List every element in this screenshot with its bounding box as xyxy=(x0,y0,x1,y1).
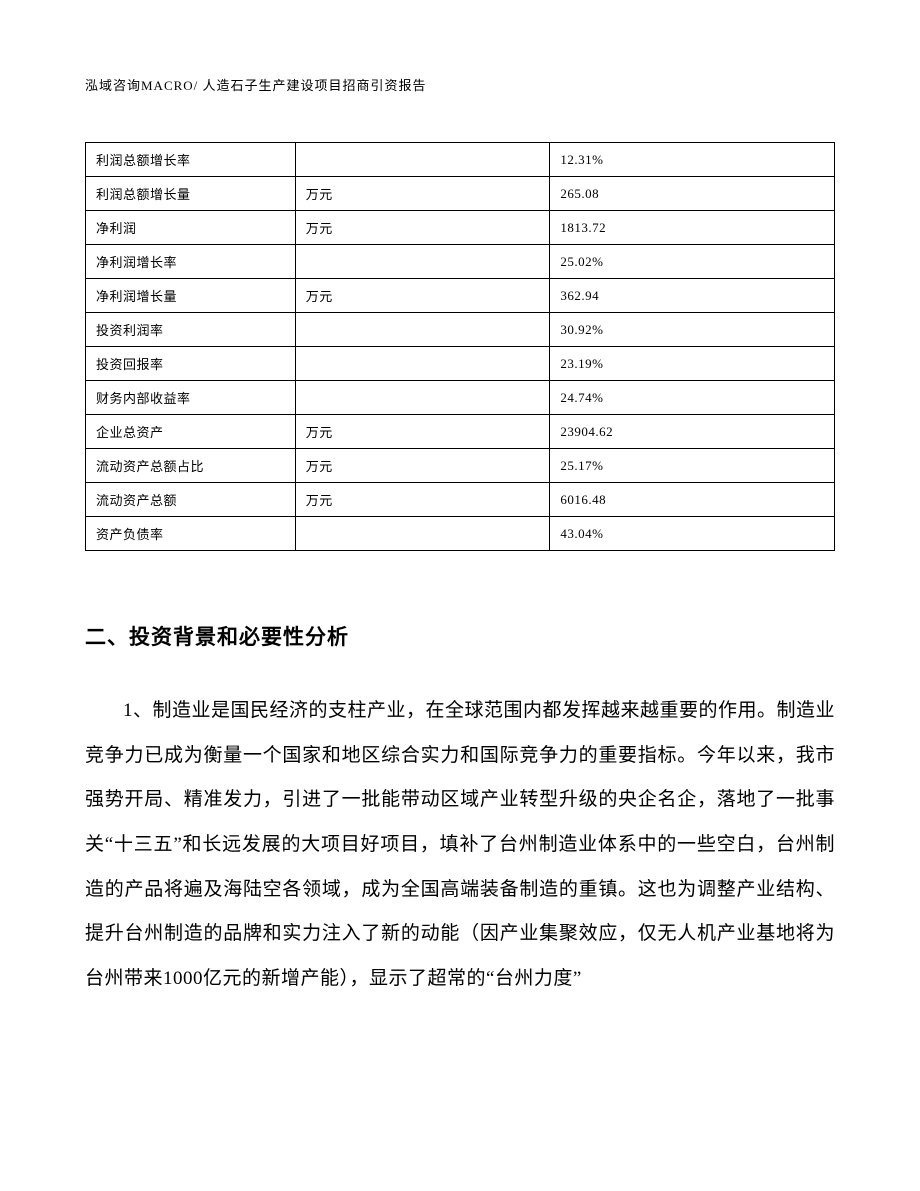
table-row: 流动资产总额占比 万元 25.17% xyxy=(86,449,835,483)
metric-unit: 万元 xyxy=(295,211,550,245)
metric-label: 利润总额增长量 xyxy=(86,177,296,211)
metric-value: 25.17% xyxy=(550,449,835,483)
table-row: 净利润 万元 1813.72 xyxy=(86,211,835,245)
metric-value: 24.74% xyxy=(550,381,835,415)
table-row: 净利润增长率 25.02% xyxy=(86,245,835,279)
metric-label: 财务内部收益率 xyxy=(86,381,296,415)
table-row: 利润总额增长量 万元 265.08 xyxy=(86,177,835,211)
metric-unit: 万元 xyxy=(295,177,550,211)
metric-label: 净利润增长率 xyxy=(86,245,296,279)
metric-value: 1813.72 xyxy=(550,211,835,245)
metric-value: 265.08 xyxy=(550,177,835,211)
metric-unit xyxy=(295,517,550,551)
metric-unit: 万元 xyxy=(295,449,550,483)
metric-value: 12.31% xyxy=(550,143,835,177)
section-title: 二、投资背景和必要性分析 xyxy=(85,621,835,651)
table-body: 利润总额增长率 12.31% 利润总额增长量 万元 265.08 净利润 万元 … xyxy=(86,143,835,551)
metric-value: 25.02% xyxy=(550,245,835,279)
metric-label: 流动资产总额占比 xyxy=(86,449,296,483)
metric-unit: 万元 xyxy=(295,279,550,313)
metric-value: 23.19% xyxy=(550,347,835,381)
metric-unit xyxy=(295,245,550,279)
table-row: 投资利润率 30.92% xyxy=(86,313,835,347)
table-row: 财务内部收益率 24.74% xyxy=(86,381,835,415)
metric-value: 362.94 xyxy=(550,279,835,313)
page-header: 泓域咨询MACRO/ 人造石子生产建设项目招商引资报告 xyxy=(85,75,835,94)
metric-unit: 万元 xyxy=(295,415,550,449)
table-row: 利润总额增长率 12.31% xyxy=(86,143,835,177)
metric-label: 企业总资产 xyxy=(86,415,296,449)
metric-label: 净利润增长量 xyxy=(86,279,296,313)
metric-label: 投资利润率 xyxy=(86,313,296,347)
metric-unit xyxy=(295,143,550,177)
metric-unit xyxy=(295,347,550,381)
metric-value: 6016.48 xyxy=(550,483,835,517)
metric-value: 30.92% xyxy=(550,313,835,347)
table-row: 流动资产总额 万元 6016.48 xyxy=(86,483,835,517)
financial-metrics-table: 利润总额增长率 12.31% 利润总额增长量 万元 265.08 净利润 万元 … xyxy=(85,142,835,551)
metric-label: 利润总额增长率 xyxy=(86,143,296,177)
metric-label: 流动资产总额 xyxy=(86,483,296,517)
metric-value: 23904.62 xyxy=(550,415,835,449)
section-body-paragraph: 1、制造业是国民经济的支柱产业，在全球范围内都发挥越来越重要的作用。制造业竞争力… xyxy=(85,689,835,1001)
metric-value: 43.04% xyxy=(550,517,835,551)
table-row: 资产负债率 43.04% xyxy=(86,517,835,551)
metric-label: 资产负债率 xyxy=(86,517,296,551)
metric-unit xyxy=(295,381,550,415)
table-row: 净利润增长量 万元 362.94 xyxy=(86,279,835,313)
metric-unit xyxy=(295,313,550,347)
metric-unit: 万元 xyxy=(295,483,550,517)
table-row: 企业总资产 万元 23904.62 xyxy=(86,415,835,449)
table-row: 投资回报率 23.19% xyxy=(86,347,835,381)
metric-label: 净利润 xyxy=(86,211,296,245)
metric-label: 投资回报率 xyxy=(86,347,296,381)
